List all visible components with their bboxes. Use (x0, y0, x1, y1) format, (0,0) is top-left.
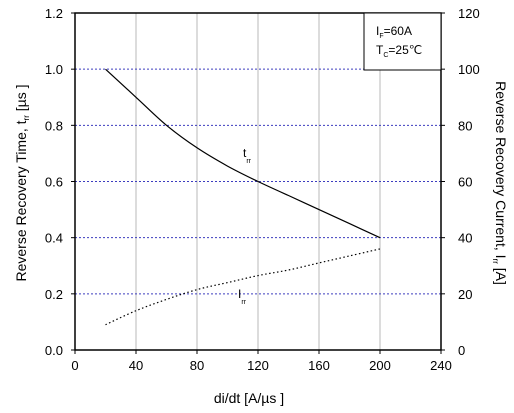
y-right-tick-label: 80 (458, 118, 472, 133)
ticks-layer: 0 40 80 120 160 200 240 0.0 0.2 0.4 0.6 0.8 1.0 1.2 0 2… (45, 6, 480, 373)
series-label-trr: trr (243, 146, 252, 165)
y-right-tick-label: 60 (458, 175, 472, 190)
y-left-tick-label: 0.0 (45, 343, 63, 358)
y-left-tick-label: 0.8 (45, 118, 63, 133)
y-left-tick-label: 0.2 (45, 287, 63, 302)
y-left-tick-label: 0.6 (45, 175, 63, 190)
y-left-tick-label: 0.4 (45, 231, 63, 246)
y-right-tick-label: 0 (458, 343, 465, 358)
y-right-axis-label: Reverse Recovery Current, Irr [A] (491, 81, 509, 285)
series-line-irr (105, 248, 381, 326)
y-left-tick-label: 1.0 (45, 62, 63, 77)
x-tick-label: 200 (369, 358, 391, 373)
x-tick-label: 240 (430, 358, 452, 373)
series-line-trr (105, 68, 381, 239)
condition-tc: TC=25℃ (376, 43, 422, 59)
y-left-axis-label: Reverse Recovery Time, trr [µs ] (13, 84, 31, 281)
series-label-irr: Irr (238, 287, 247, 306)
x-tick-label: 40 (129, 358, 143, 373)
x-tick-label: 160 (308, 358, 330, 373)
y-right-tick-label: 20 (458, 287, 472, 302)
series-layer (105, 68, 381, 326)
conditions-box: IF=60A TC=25℃ (363, 12, 442, 71)
y-right-tick-label: 100 (458, 62, 480, 77)
x-tick-label: 0 (71, 358, 78, 373)
x-tick-label: 120 (247, 358, 269, 373)
y-right-tick-label: 120 (458, 6, 480, 21)
x-tick-label: 80 (190, 358, 204, 373)
y-left-tick-label: 1.2 (45, 6, 63, 21)
condition-if: IF=60A (376, 24, 412, 40)
x-axis-label: di/dt [A/µs ] (214, 390, 284, 406)
y-right-tick-label: 40 (458, 231, 472, 246)
